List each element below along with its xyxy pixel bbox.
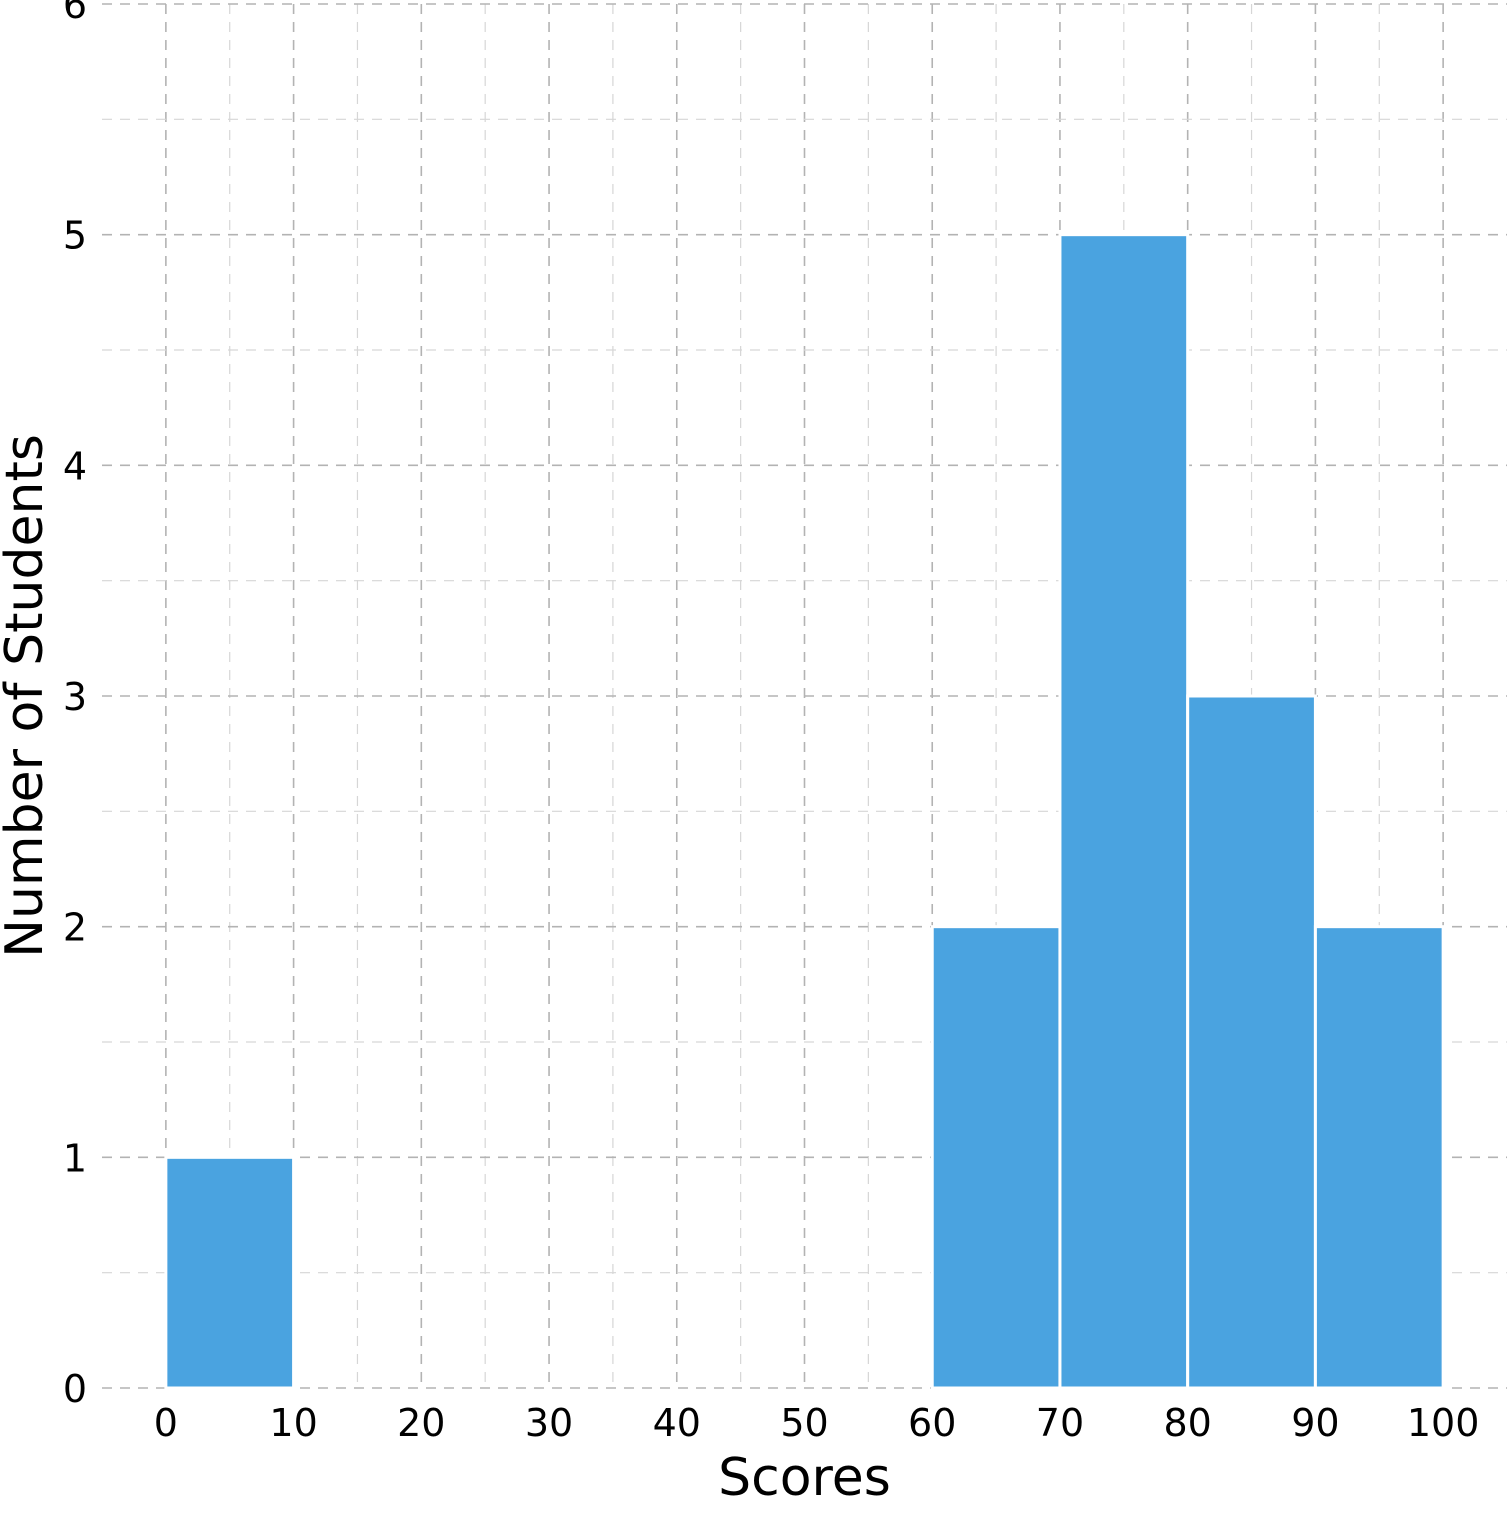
x-tick-label: 10 — [269, 1401, 317, 1445]
y-tick-label: 2 — [63, 906, 87, 950]
y-tick-label: 1 — [63, 1136, 87, 1180]
x-tick-label: 50 — [780, 1401, 828, 1445]
y-axis-title: Number of Students — [0, 434, 55, 958]
x-tick-label: 40 — [653, 1401, 701, 1445]
y-axis-ticks: 0 1 2 3 4 5 6 — [63, 0, 87, 1411]
x-tick-label: 100 — [1407, 1401, 1480, 1445]
histogram-bar — [1313, 925, 1445, 1390]
x-axis-ticks: 0 10 20 30 40 50 60 70 80 90 100 — [154, 1401, 1480, 1445]
y-tick-label: 0 — [63, 1367, 87, 1411]
x-tick-label: 70 — [1036, 1401, 1084, 1445]
x-axis-title: Scores — [718, 1448, 891, 1508]
y-tick-label: 4 — [63, 444, 87, 488]
x-tick-label: 80 — [1164, 1401, 1212, 1445]
x-tick-label: 20 — [397, 1401, 445, 1445]
histogram-bar — [930, 925, 1062, 1390]
x-tick-label: 60 — [908, 1401, 956, 1445]
y-tick-label: 6 — [63, 0, 87, 27]
histogram-bar — [1186, 694, 1317, 1390]
x-tick-label: 30 — [525, 1401, 573, 1445]
histogram-bar — [164, 1155, 296, 1390]
x-tick-label: 0 — [154, 1401, 178, 1445]
bars — [164, 233, 1445, 1390]
histogram-bar — [1058, 233, 1190, 1390]
y-tick-label: 5 — [63, 214, 87, 258]
y-tick-label: 3 — [63, 675, 87, 719]
x-tick-label: 90 — [1291, 1401, 1339, 1445]
